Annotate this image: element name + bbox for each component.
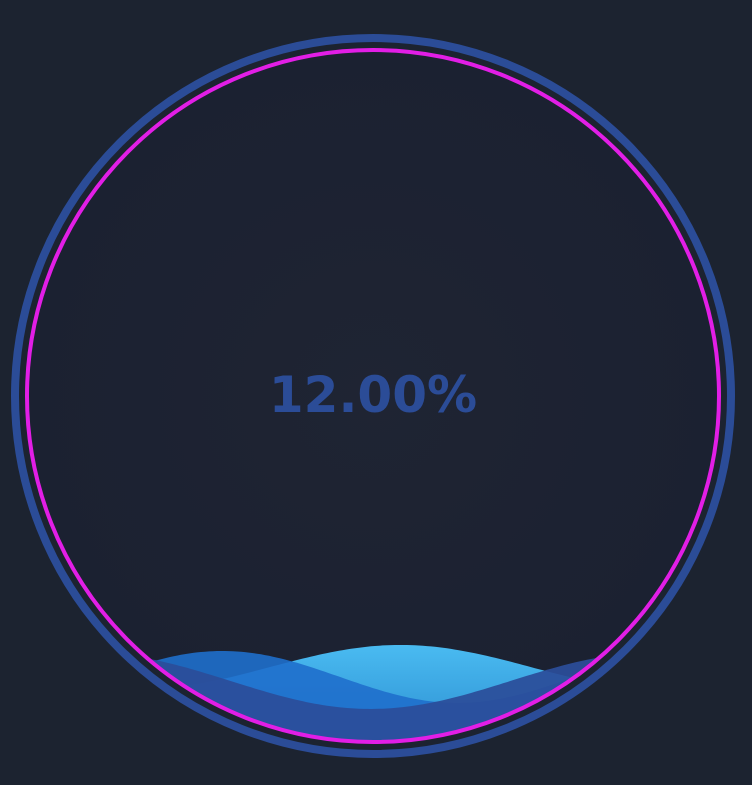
liquid-wave-middle [27,651,719,742]
gauge-value-label: 12.00% [269,366,477,424]
gauge-outer-border [11,34,735,758]
gauge-inner-background [27,50,719,742]
gauge-inner-border [25,48,721,744]
